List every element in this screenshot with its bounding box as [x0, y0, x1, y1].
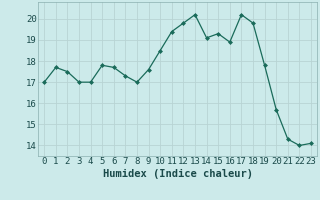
- X-axis label: Humidex (Indice chaleur): Humidex (Indice chaleur): [103, 169, 252, 179]
